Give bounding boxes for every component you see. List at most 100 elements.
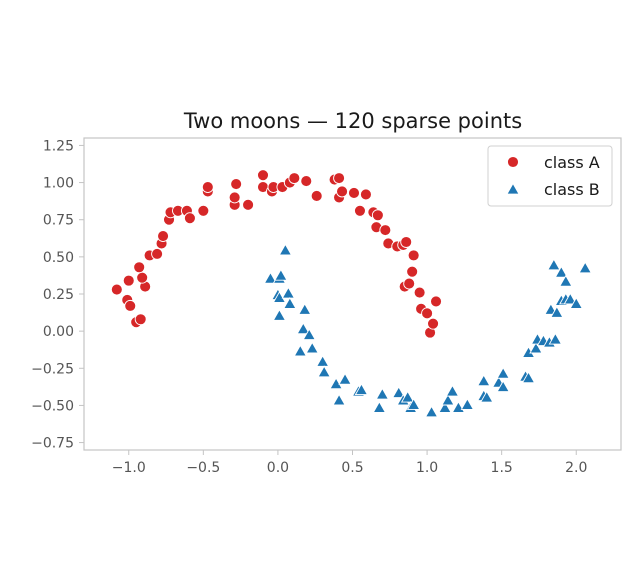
point-class-b: [263, 271, 278, 284]
point-class-a: [407, 249, 420, 262]
x-tick-label: 1.5: [491, 460, 513, 476]
point-class-b: [274, 268, 288, 281]
point-class-a: [157, 230, 170, 243]
x-tick-label: −1.0: [112, 460, 146, 476]
point-class-a: [228, 191, 241, 204]
point-class-b: [302, 328, 316, 341]
point-class-a: [242, 198, 255, 211]
point-class-a: [257, 169, 269, 182]
y-tick-label: 0.75: [43, 213, 74, 229]
point-class-b: [496, 366, 510, 379]
point-class-b: [445, 384, 460, 397]
x-axis: −1.0 −0.5 0.0 0.5 1.0 1.5 2.0: [112, 450, 587, 476]
point-class-a: [421, 307, 434, 320]
point-class-b: [441, 393, 455, 406]
y-tick-label: 0.50: [43, 250, 74, 266]
y-tick-label: 0.25: [43, 287, 74, 303]
point-class-a: [400, 236, 413, 248]
x-tick-label: 0.5: [341, 460, 363, 476]
point-class-b: [406, 398, 421, 410]
point-class-b: [559, 274, 573, 287]
point-class-b: [400, 390, 415, 403]
point-class-b: [281, 286, 296, 299]
point-class-a: [136, 271, 149, 284]
point-class-b: [272, 308, 287, 321]
legend-box: [487, 145, 613, 207]
point-class-b: [479, 390, 494, 403]
y-tick-label: 1.00: [43, 176, 74, 192]
y-tick-label: −0.50: [31, 398, 74, 414]
point-class-a: [430, 295, 442, 308]
point-class-b: [438, 400, 452, 413]
legend-label: class A: [544, 153, 600, 172]
point-class-b: [354, 383, 369, 396]
chart-title: Two moons — 120 sparse points: [183, 109, 522, 133]
y-tick-label: −0.75: [31, 436, 74, 452]
x-tick-label: 1.0: [416, 460, 438, 476]
y-tick-label: 0.00: [43, 324, 74, 340]
point-class-a: [348, 187, 360, 199]
point-class-b: [298, 302, 312, 315]
point-class-a: [300, 175, 313, 188]
point-class-a: [230, 178, 243, 191]
point-class-b: [460, 398, 475, 410]
data-points: [110, 169, 592, 418]
point-class-a: [124, 299, 137, 312]
point-class-b: [578, 261, 592, 274]
point-class-b: [293, 344, 308, 357]
point-class-b: [477, 374, 491, 387]
point-class-a: [427, 317, 439, 330]
x-tick-label: 2.0: [565, 460, 587, 476]
point-class-a: [183, 212, 196, 225]
point-class-a: [122, 274, 135, 287]
legend-marker-class-a: [507, 156, 519, 168]
point-class-a: [133, 261, 146, 274]
point-class-a: [201, 181, 214, 193]
point-class-b: [521, 371, 536, 384]
point-class-b: [338, 372, 352, 385]
point-class-a: [413, 286, 426, 299]
point-class-b: [550, 305, 564, 318]
point-class-b: [391, 386, 406, 399]
point-class-b: [496, 380, 510, 393]
point-class-a: [288, 172, 301, 185]
point-class-b: [569, 296, 584, 309]
point-class-a: [403, 277, 416, 290]
point-class-b: [548, 332, 563, 345]
point-class-a: [359, 188, 372, 201]
point-class-a: [379, 224, 392, 237]
point-class-a: [371, 209, 384, 222]
point-class-b: [315, 354, 330, 367]
x-tick-label: 0.0: [267, 460, 289, 476]
legend-label: class B: [544, 180, 600, 199]
point-class-b: [296, 322, 311, 335]
point-class-b: [375, 387, 390, 400]
point-class-b: [332, 393, 346, 406]
point-class-a: [406, 265, 419, 278]
x-tick-label: −0.5: [186, 460, 220, 476]
point-class-a: [310, 189, 323, 202]
y-tick-label: 1.25: [43, 138, 74, 154]
point-class-a: [336, 185, 349, 198]
point-class-b: [305, 341, 319, 354]
point-class-a: [354, 204, 366, 217]
point-class-b: [283, 296, 297, 309]
point-class-a: [110, 283, 123, 296]
point-class-a: [333, 172, 346, 185]
legend-marker-class-b: [506, 182, 520, 195]
point-class-a: [197, 204, 210, 217]
point-class-a: [151, 247, 164, 260]
point-class-b: [554, 265, 569, 278]
point-class-b: [547, 258, 561, 271]
legend: class A class B: [487, 145, 613, 207]
y-axis: 1.25 1.00 0.75 0.50 0.25 0.00 −0.25 −0.50 −0.75: [31, 138, 84, 452]
point-class-b: [372, 400, 387, 413]
y-tick-label: −0.25: [31, 361, 74, 377]
point-class-a: [134, 313, 147, 326]
point-class-b: [529, 341, 543, 354]
point-class-b: [424, 405, 439, 418]
point-class-b: [563, 292, 578, 305]
point-class-b: [317, 365, 331, 378]
point-class-b: [278, 243, 293, 256]
